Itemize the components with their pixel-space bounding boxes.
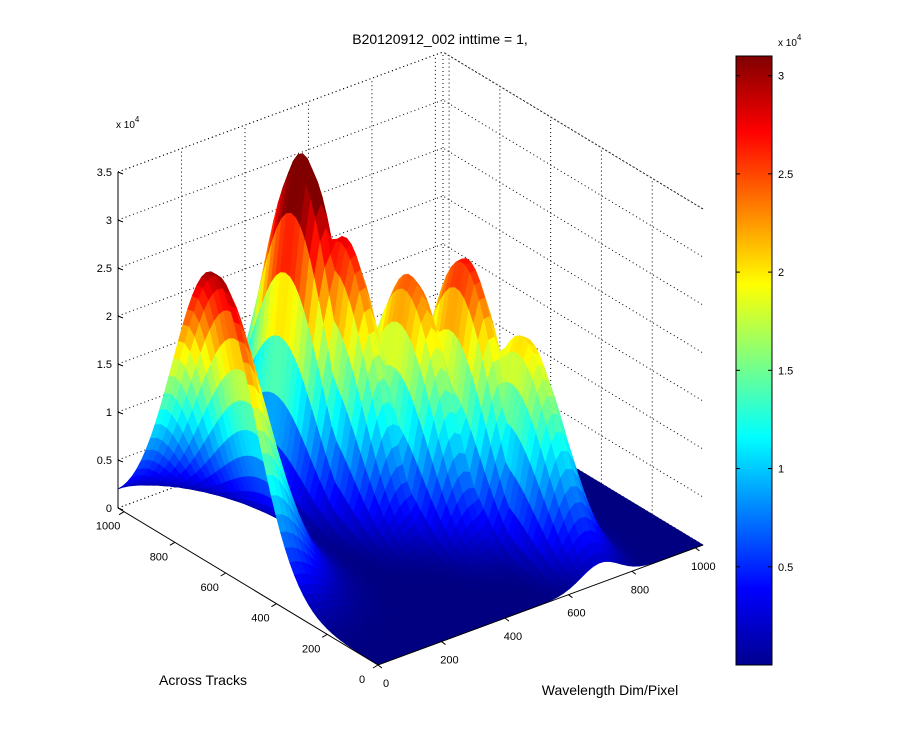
z-tick-label: 3 <box>106 215 112 227</box>
x-tick <box>377 664 383 669</box>
colorbar-tick-label: 1.5 <box>778 365 793 377</box>
z-gridline <box>117 339 704 498</box>
z-tick-label: 0.5 <box>97 455 112 467</box>
colorbar-ticks: 0.5 1 1.5 2 2.5 3 <box>736 71 793 574</box>
x-tick-label: 200 <box>440 655 458 667</box>
z-tick <box>117 219 124 223</box>
z-tick-label: 1.5 <box>97 359 112 371</box>
y-tick-label: 1000 <box>96 521 120 533</box>
z-gridline <box>117 243 704 402</box>
y-tick-label: 400 <box>251 613 269 625</box>
colorbar-tick-label: 0.5 <box>778 562 793 574</box>
x-tick <box>695 547 700 552</box>
colorbar-tick-label: 2 <box>778 267 784 279</box>
colorbar-gradient <box>735 55 773 666</box>
z-gridline <box>117 147 704 306</box>
colorbar-tick-label: 1 <box>778 464 784 476</box>
z-gridline <box>117 51 704 210</box>
y-tick <box>118 511 125 516</box>
y-tick-label: 200 <box>302 643 320 655</box>
y-tick <box>372 664 379 669</box>
x-tick-label: 600 <box>567 608 585 620</box>
z-gridline <box>117 291 704 450</box>
y-axis-label: Across Tracks <box>159 672 247 688</box>
colorbar-tick-label: 3 <box>778 71 784 83</box>
chart-title: B20120912_002 inttime = 1, <box>352 31 528 47</box>
x-tick-label: 400 <box>504 631 522 643</box>
colorbar: 0.5 1 1.5 2 2.5 3 x 104 <box>735 33 802 666</box>
y-tick <box>271 603 277 608</box>
y-axis-line <box>117 507 379 666</box>
z-tick <box>117 171 124 175</box>
surface <box>117 153 704 666</box>
colorbar-tick-label: 2.5 <box>778 169 793 181</box>
x-tick <box>504 617 510 622</box>
x-tick-label: 800 <box>631 584 649 596</box>
y-tick-label: 0 <box>359 674 365 686</box>
z-tick <box>117 363 124 367</box>
z-gridline <box>117 99 704 258</box>
colorbar-exponent-label: x 104 <box>778 33 802 49</box>
y-tick <box>321 633 328 638</box>
z-tick-label: 2.5 <box>97 263 112 275</box>
z-tick <box>117 459 124 463</box>
x-tick-label: 1000 <box>691 561 715 573</box>
z-exponent-label: x 104 <box>116 115 140 131</box>
y-tick-label: 600 <box>200 582 218 594</box>
x-tick <box>441 641 446 645</box>
top-edge <box>117 51 444 173</box>
y-tick-label: 800 <box>150 551 168 563</box>
z-tick-label: 2 <box>106 311 112 323</box>
z-tick-label: 0 <box>106 503 112 515</box>
z-tick <box>117 315 124 319</box>
y-tick <box>220 572 226 577</box>
z-tick <box>117 411 124 415</box>
y-tick <box>169 541 176 546</box>
z-tick <box>117 507 124 511</box>
z-tick-label: 3.5 <box>97 167 112 179</box>
z-gridline <box>117 195 704 354</box>
plot-area: 0 200 400 600 800 1000 0 200 400 600 800 1000 0 0.5 1 1… <box>96 51 716 690</box>
x-axis-line <box>377 544 704 666</box>
x-tick <box>568 594 573 599</box>
x-tick-label: 0 <box>383 678 389 690</box>
z-tick-label: 1 <box>106 407 112 419</box>
axes: 0 200 400 600 800 1000 0 200 400 600 800 1000 0 0.5 1 1… <box>96 167 716 690</box>
x-tick <box>631 570 637 575</box>
x-axis-label: Wavelength Dim/Pixel <box>542 682 678 698</box>
z-tick <box>117 267 124 271</box>
